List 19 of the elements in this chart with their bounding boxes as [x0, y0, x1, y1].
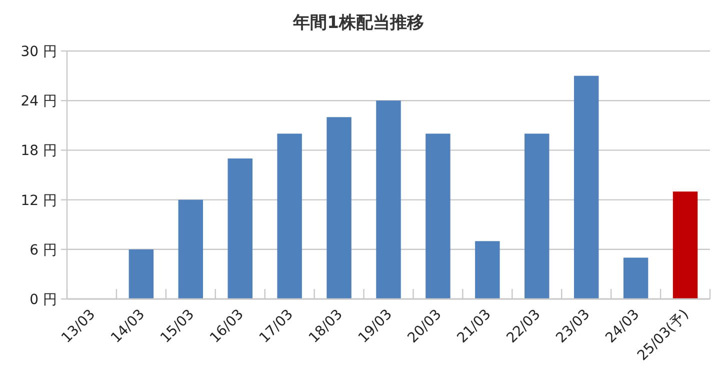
y-tick-label: 18 円	[20, 143, 57, 160]
y-tick-label: 12 円	[20, 192, 57, 209]
bar	[426, 134, 450, 299]
bar	[672, 192, 698, 299]
bar	[326, 117, 352, 299]
bar	[376, 100, 401, 299]
bar	[623, 258, 648, 299]
bar	[524, 134, 550, 299]
y-tick-label: 0 円	[30, 292, 57, 308]
y-tick-label: 30 円	[20, 44, 57, 60]
bar	[128, 249, 154, 299]
bar	[574, 76, 599, 299]
bar	[228, 158, 252, 299]
bar	[277, 134, 302, 299]
chart-title: 年間1株配当推移	[292, 13, 424, 33]
y-tick-label: 6 円	[30, 242, 57, 258]
bar	[475, 241, 500, 299]
y-tick-label: 24 円	[20, 94, 57, 110]
bar	[178, 200, 204, 299]
